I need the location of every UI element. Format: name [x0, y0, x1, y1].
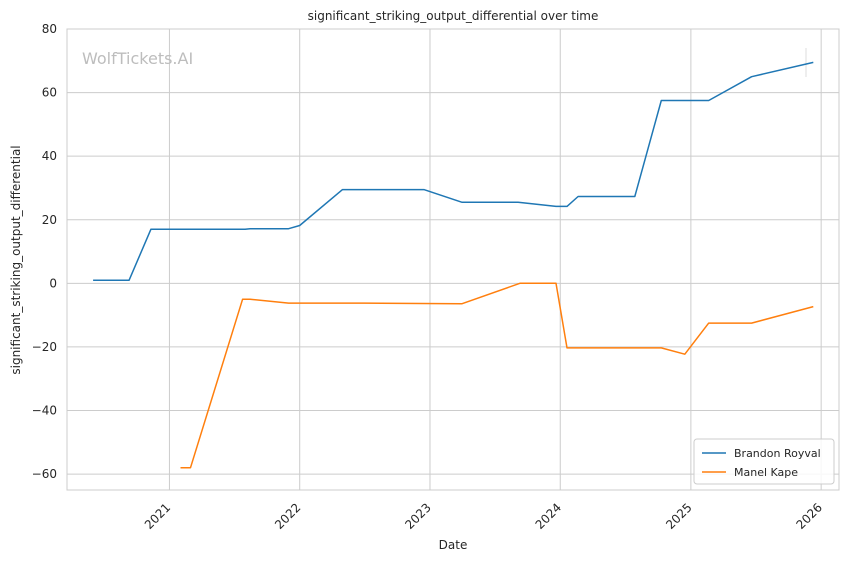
- y-tick-label: 0: [49, 276, 57, 290]
- plot-area: WolfTickets.AI: [66, 28, 840, 491]
- legend: Brandon Royval Manel Kape: [693, 438, 835, 485]
- series-layer: [93, 61, 814, 469]
- watermark-text: WolfTickets.AI: [82, 49, 193, 68]
- legend-box: [693, 438, 835, 485]
- y-axis-label: significant_striking_output_differential: [9, 145, 23, 374]
- y-tick-label: 80: [42, 22, 57, 36]
- y-axis: 80 60 40 20 0 −20 −40 −60: [32, 22, 57, 481]
- y-tick-label: 40: [42, 149, 57, 163]
- y-tick-label: −40: [32, 404, 57, 418]
- legend-label: Brandon Royval: [734, 447, 821, 460]
- y-tick-label: −20: [32, 340, 57, 354]
- legend-label: Manel Kape: [734, 466, 798, 479]
- x-axis-label: Date: [439, 538, 468, 552]
- y-tick-label: −60: [32, 467, 57, 481]
- plot-frame: [66, 28, 840, 491]
- grid-layer: [67, 28, 839, 490]
- y-tick-label: 60: [42, 86, 57, 100]
- chart-title: significant_striking_output_differential…: [308, 9, 599, 23]
- series-line-1: [180, 282, 814, 469]
- y-tick-label: 20: [42, 213, 57, 227]
- series-line-0: [93, 61, 814, 281]
